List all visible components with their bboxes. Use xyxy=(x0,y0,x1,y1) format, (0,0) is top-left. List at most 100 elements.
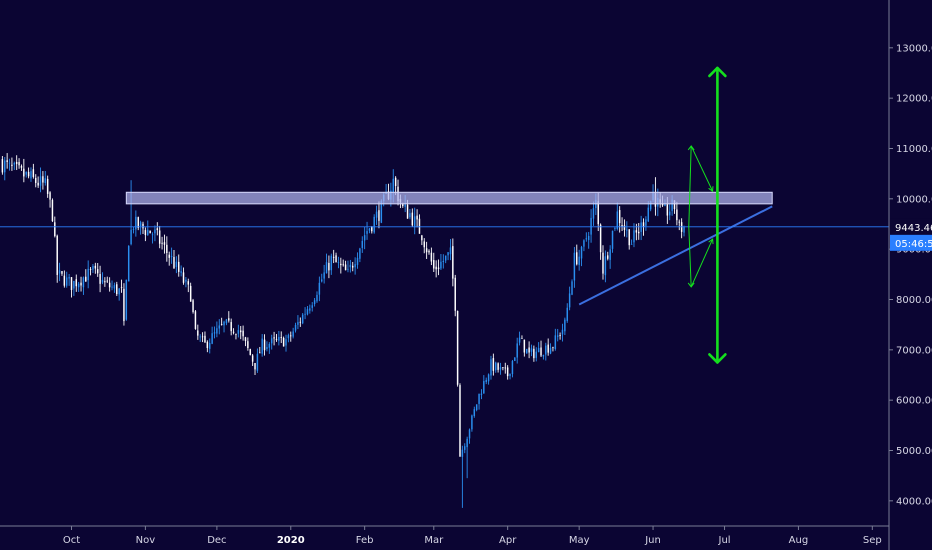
support-trendline[interactable] xyxy=(578,205,773,306)
candle-body xyxy=(464,446,466,450)
candle-body xyxy=(347,268,349,270)
candle-body xyxy=(42,176,44,183)
candle-body xyxy=(6,160,8,162)
candle-body xyxy=(13,162,16,165)
candle-body xyxy=(61,271,63,274)
price-tick-label: 6000.00 xyxy=(896,396,932,407)
candle-body xyxy=(502,367,504,369)
candle-body xyxy=(211,333,213,344)
candle-body xyxy=(11,164,13,166)
price-tick-label: 10000.00 xyxy=(896,194,932,205)
candle-body xyxy=(571,281,573,295)
price-tick-label: 7000.00 xyxy=(896,345,932,356)
price-tick-label: 8000.00 xyxy=(896,295,932,306)
candle-body xyxy=(73,280,75,289)
candle-body xyxy=(99,274,101,284)
candle-body xyxy=(440,261,442,269)
candle-body xyxy=(292,331,294,337)
candle-body xyxy=(287,335,290,339)
candle-body xyxy=(511,361,514,374)
candle-body xyxy=(111,286,113,288)
candle-body xyxy=(54,222,56,237)
candle-body xyxy=(68,277,70,279)
candle-body xyxy=(135,216,137,230)
candle-body xyxy=(533,348,535,359)
candle-body xyxy=(225,319,228,324)
candle-body xyxy=(273,337,275,339)
candle-body xyxy=(37,182,39,186)
candle-body xyxy=(609,249,611,260)
candle-body xyxy=(118,288,120,295)
candle-body xyxy=(580,247,583,259)
candle-body xyxy=(149,230,151,234)
time-tick-label: Oct xyxy=(63,535,80,546)
candle-body xyxy=(113,285,116,289)
candle-body xyxy=(44,178,47,184)
candle-body xyxy=(394,177,397,186)
candle-body xyxy=(77,283,80,288)
candles-layer xyxy=(1,153,685,508)
candle-body xyxy=(578,256,580,265)
candle-body xyxy=(123,288,125,322)
candle-body xyxy=(633,230,635,243)
candle-body xyxy=(645,219,647,226)
candle-body xyxy=(468,429,471,439)
candle-body xyxy=(585,238,588,240)
candle-body xyxy=(116,284,118,295)
candle-body xyxy=(278,336,280,341)
candle-body xyxy=(251,355,254,362)
annotations-layer xyxy=(0,66,889,364)
candle-body xyxy=(96,269,99,274)
candle-body xyxy=(540,347,542,356)
time-tick-label: Nov xyxy=(136,535,156,546)
candle-body xyxy=(373,216,375,233)
candle-body xyxy=(101,279,104,283)
candle-body xyxy=(158,230,161,244)
candle-body xyxy=(340,263,342,266)
candle-body xyxy=(542,354,545,357)
scenario-arrow-down[interactable] xyxy=(690,238,714,288)
scenario-arrow-up[interactable] xyxy=(690,145,714,192)
candle-body xyxy=(130,229,132,245)
candle-body xyxy=(497,363,499,370)
candle-body xyxy=(323,272,325,279)
candle-body xyxy=(256,353,259,371)
candle-body xyxy=(354,264,356,268)
candle-body xyxy=(506,367,509,377)
resistance-zone[interactable] xyxy=(125,191,773,205)
candle-body xyxy=(263,339,266,351)
price-tick-label: 4000.00 xyxy=(896,496,932,507)
candle-body xyxy=(58,270,61,274)
candle-body xyxy=(108,282,111,288)
candle-body xyxy=(485,379,487,382)
candle-body xyxy=(235,334,237,336)
candle-body xyxy=(199,336,201,338)
candle-body xyxy=(285,339,287,346)
candle-body xyxy=(647,207,650,222)
candle-body xyxy=(185,279,187,282)
candle-body xyxy=(309,308,311,311)
price-tick-label: 11000.00 xyxy=(896,144,932,155)
last-price-badge xyxy=(890,218,932,235)
candle-body xyxy=(223,321,225,326)
countdown-badge xyxy=(890,234,932,251)
candle-body xyxy=(163,242,166,245)
candle-body xyxy=(299,321,302,323)
candle-body xyxy=(32,169,35,177)
candle-body xyxy=(671,199,673,211)
candle-body xyxy=(275,339,278,340)
candle-body xyxy=(23,168,25,177)
time-tick-label: Aug xyxy=(789,535,809,546)
candle-body xyxy=(638,231,640,234)
candle-body xyxy=(46,178,49,194)
candle-body xyxy=(325,262,328,274)
candle-body xyxy=(237,330,240,334)
candle-body xyxy=(433,260,435,269)
candle-body xyxy=(456,310,459,385)
candle-body xyxy=(363,235,366,241)
candle-body xyxy=(65,277,68,286)
candle-body xyxy=(576,252,578,265)
candle-body xyxy=(478,393,480,404)
